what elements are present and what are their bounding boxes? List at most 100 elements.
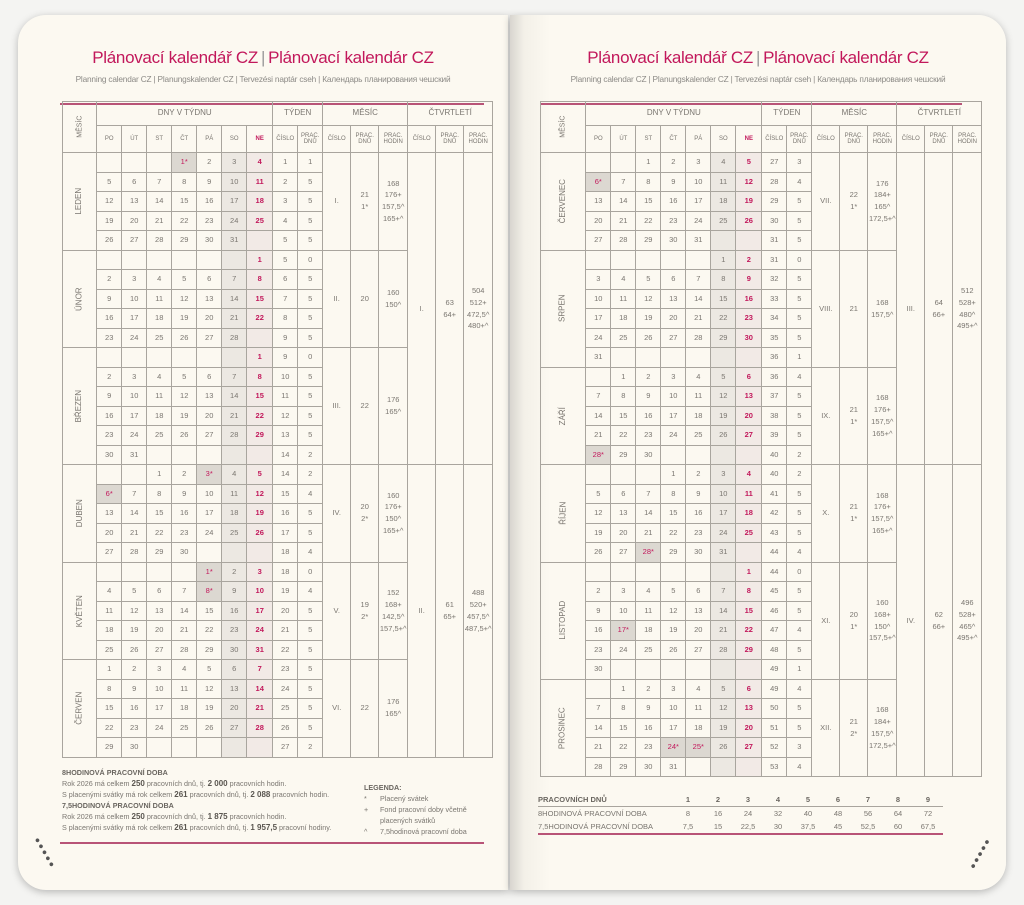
month-work-hours-value: 184+ [873, 190, 891, 200]
day-cell: 19 [121, 620, 148, 641]
empty-day-cell [146, 561, 173, 582]
week-number: 15 [272, 483, 299, 504]
day-cell: 22 [96, 717, 123, 738]
day-cell: 15 [96, 698, 123, 719]
month-work-hours-value: 160 [386, 287, 400, 297]
week-work-days: 5 [297, 600, 324, 621]
week-work-days: 5 [786, 269, 813, 290]
empty-day-cell [96, 561, 123, 582]
week-row: 10 11 12 13 14 15 16 33 5 [541, 288, 982, 309]
empty-day-cell [171, 347, 198, 368]
day-cell: 12 [735, 171, 763, 192]
month-work-hours-value: 168+ [384, 599, 402, 609]
week-work-days: 5 [786, 425, 813, 446]
month-work-hours-value: 152 [386, 588, 400, 597]
day-cell: 5 [660, 581, 687, 602]
title-sk: Plánovací kalendár CZ [268, 48, 434, 67]
day-cell: 29 [710, 327, 737, 348]
quarter-work-hours-value: 457,5^ [467, 611, 490, 621]
month-work-days-value: 20 [360, 293, 369, 303]
day-cell: 23 [96, 327, 123, 348]
day-cell: 20 [96, 522, 123, 543]
week-number: 9 [272, 347, 299, 368]
day-cell: 6 [660, 269, 687, 290]
quarter-number: I. [407, 152, 437, 465]
week-row: 19 20 21 22 23 24 25 43 5 [541, 522, 982, 543]
right-page: Plánovací kalendář CZ | Plánovací kalendár… [510, 15, 1006, 890]
empty-day-cell [146, 347, 173, 368]
month-work-hours: 176 165^ [378, 659, 409, 758]
quarter-work-days-header: PRAC. DNŮ [924, 125, 954, 153]
day-cell: 10 [246, 581, 274, 602]
title-cz: Plánovací kalendář CZ [587, 48, 753, 67]
day-cell: 11 [221, 483, 248, 504]
day-cell: 24 [146, 717, 173, 738]
week-row: 30 31 14 2 [63, 444, 493, 465]
day-cell: 23 [585, 639, 612, 660]
legend-text: placených svátků [380, 816, 436, 825]
legend-item: ^ 7,5hodinová pracovní doba [364, 826, 467, 837]
empty-day-cell [735, 347, 763, 368]
day-cell: 7 [635, 483, 662, 504]
week-number: 27 [272, 737, 299, 758]
day-cell: 8 [610, 386, 637, 407]
week-number: 18 [272, 561, 299, 582]
week-number: 21 [272, 620, 299, 641]
empty-day-cell [121, 249, 148, 270]
day-cell: 6 [196, 366, 223, 387]
month-work-hours-value: 176+ [384, 502, 402, 512]
day-cell: 7 [221, 269, 248, 290]
day-cell: 8 [635, 171, 662, 192]
day-cell: 18 [221, 503, 248, 524]
day-cell: 12 [96, 191, 123, 212]
day-cell: 17 [121, 405, 148, 426]
quarter-work-hours-value: 488 [471, 588, 485, 597]
hours-value: 4 [763, 793, 793, 807]
day-cell: 8 [96, 678, 123, 699]
quarter-work-hours-value: 504 [471, 285, 485, 295]
day-cell: 2 [221, 561, 248, 582]
hours-value: 72 [923, 809, 933, 818]
quarter-work-hours: 504 512+ 472,5^ 480+^ [463, 152, 494, 465]
day-cell: 5 [585, 483, 612, 504]
week-number: 11 [272, 386, 299, 407]
note-line: Rok 2026 má celkem 250 pracovních dnů, t… [62, 778, 362, 789]
h8-lines: Rok 2026 má celkem 250 pracovních dnů, t… [62, 778, 362, 800]
hours-row: 7,5HODINOVÁ PRACOVNÍ DOBA 7,5 15 22,5 30 37,5… [538, 820, 943, 835]
month-work-hours: 160 150^ [378, 249, 409, 348]
quarter-work-hours: 512 528+ 480^ 495+^ [952, 152, 983, 465]
quarter-work-hours: 496 528+ 465^ 495+^ [952, 464, 983, 777]
day-cell: 5 [710, 366, 737, 387]
day-cell: 24 [246, 620, 274, 641]
day-cell: 3 [710, 464, 737, 485]
day-cell: 19 [196, 698, 223, 719]
month-work-days: 22 1* [839, 152, 869, 251]
day-cell: 3 [221, 152, 248, 173]
month-work-hours: 152 168+ 142,5^ 157,5+^ [378, 561, 409, 660]
quarter-work-hours-value: 465^ [959, 621, 976, 631]
month-number: III. [322, 347, 352, 465]
day-cell: 23 [221, 620, 248, 641]
note-number: 261 [174, 823, 188, 832]
month-work-hours: 176 184+ 165^ 172,5+^ [867, 152, 898, 251]
month-name-label: PROSINEC [557, 706, 567, 749]
week-row: 5 6 7 8 9 10 11 2 5 [63, 171, 493, 192]
week-work-days: 5 [297, 639, 324, 660]
day-cell: 26 [585, 542, 612, 563]
note-text: pracovních hodin. [227, 779, 287, 788]
note-number: 1 875 [207, 812, 228, 821]
empty-day-cell [685, 659, 712, 680]
day-cell: 8 [246, 269, 274, 290]
quarter-work-hours: 488 520+ 457,5^ 487,5+^ [463, 464, 494, 758]
day-cell: 20 [196, 308, 223, 329]
month-work-days-value: 1* [850, 202, 858, 212]
week-row: 9 10 11 12 13 14 15 11 5 [63, 386, 493, 407]
quarter-work-days-value: 62 [934, 609, 943, 619]
title-separator: | [260, 48, 266, 67]
day-cell: 14 [610, 191, 637, 212]
week-number: 49 [761, 678, 788, 699]
week-number: 22 [272, 639, 299, 660]
day-cell: 28 [685, 327, 712, 348]
note-text: pracovních dnů, tj. [144, 779, 208, 788]
